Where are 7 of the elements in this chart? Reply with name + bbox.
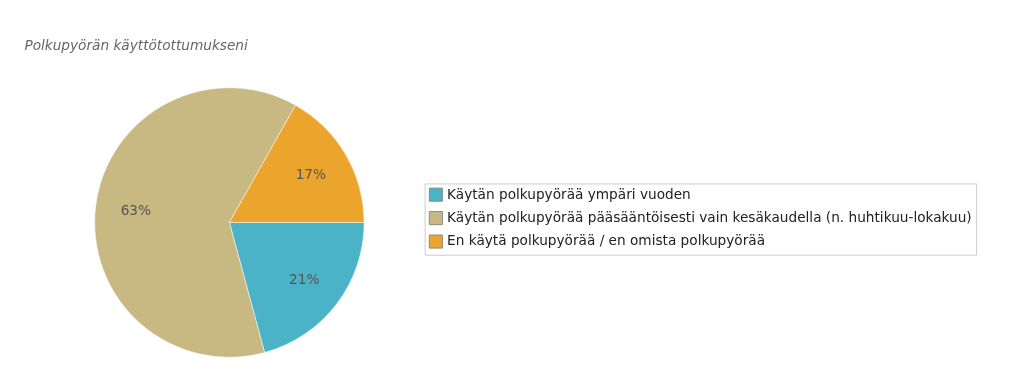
data-label: 21% [289, 270, 320, 287]
legend-label: En käytä polkupyörää / en omista polkupyörää [447, 232, 766, 249]
data-label: 63% [120, 201, 152, 218]
legend-label: Käytän polkupyörää pääsääntöisesti vain kesäkaudella (n. huhtikuu-lokakuu) [447, 209, 972, 226]
chart-title: Polkupyörän käyttötottumukseni [24, 36, 248, 53]
legend-label: Käytän polkupyörää ympäri vuoden [447, 185, 691, 202]
data-label: 17% [295, 165, 327, 182]
